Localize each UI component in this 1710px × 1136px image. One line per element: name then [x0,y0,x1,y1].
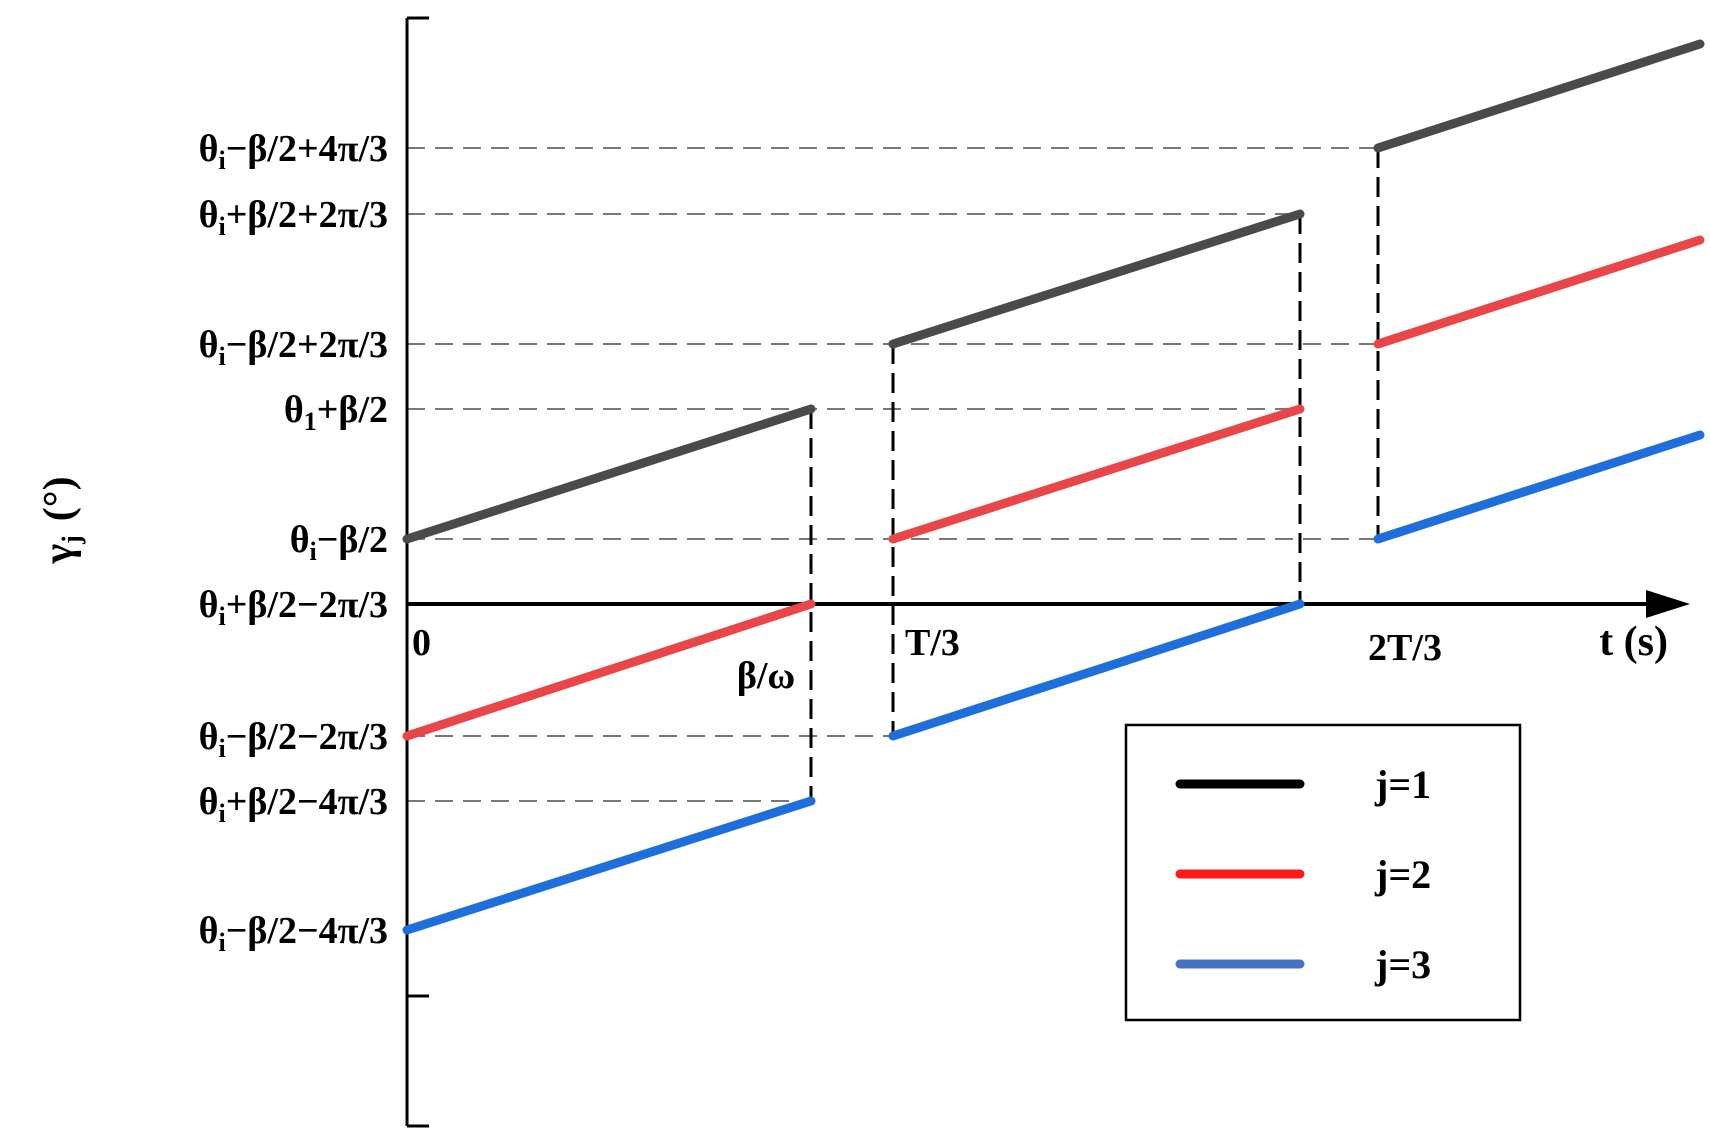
x-tick-label-2T3: 2T/3 [1368,627,1442,669]
y-tick-labels: θi−β/2+4π/3 θi+β/2+2π/3 θi−β/2+2π/3 θ1+β/2 θ… [199,128,388,957]
y-tick-label-y_p2_m: θi−β/2+2π/3 [199,324,388,371]
legend: j=1 j=2 j=3 [1124,723,1522,1022]
legend-label-1: j=1 [1374,762,1431,807]
y-axis-label: γj(°) [36,476,86,564]
x-axis-label: t (s) [1599,619,1668,665]
y-tick-label-y_m4_p: θi+β/2−4π/3 [199,781,388,828]
series-1-segment-2 [888,209,1305,349]
y-tick-label-y_m2_p: θi+β/2−2π/3 [199,584,388,631]
y-tick-label-y_p2_p: θi+β/2+2π/3 [199,194,388,241]
axes [405,16,1690,1128]
series-3-segment-3 [1373,430,1705,544]
y-tick-label-y_m4_m: θi−β/2−4π/3 [199,910,388,957]
x-tick-label-T3: T/3 [905,622,960,664]
x-tick-label-zero: 0 [412,622,431,664]
x-tick-label-bw: β/ω [737,655,795,697]
series-2-segment-1 [402,599,816,741]
series-1-segment-3 [1373,39,1705,153]
series-3-segment-2 [888,599,1305,741]
y-tick-label-y_0_m: θi−β/2 [290,519,388,566]
series-2-segment-2 [888,404,1305,544]
series-3-segment-1 [402,796,816,935]
x-axis-arrowhead [1646,590,1690,618]
series-2-segment-3 [1373,235,1705,349]
y-tick-label-y_0_p: θ1+β/2 [284,389,388,436]
y-tick-label-y_m2_m: θi−β/2−2π/3 [199,716,388,763]
legend-label-2: j=2 [1374,852,1431,897]
reference-lines [407,147,1380,802]
series-layer [402,39,1705,935]
legend-label-3: j=3 [1374,942,1431,987]
series-1-segment-1 [402,404,816,544]
x-tick-labels: 0 β/ω T/3 2T/3 t (s) γj(°) [36,476,1668,697]
y-tick-label-y_p4_m: θi−β/2+4π/3 [199,128,388,175]
